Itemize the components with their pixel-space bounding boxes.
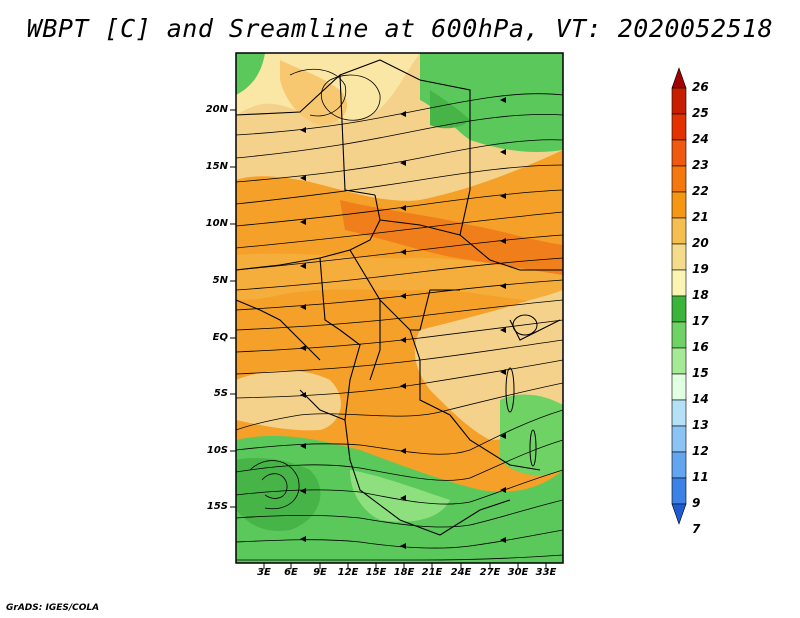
lon-label: 30E <box>507 567 529 578</box>
colorbar-label: 25 <box>692 106 709 120</box>
lakes <box>505 314 538 467</box>
lon-label: 24E <box>450 567 472 578</box>
lon-label: 27E <box>479 567 501 578</box>
lat-ticks <box>230 109 236 508</box>
lon-ticks <box>263 563 547 569</box>
colorbar-segment <box>671 425 687 453</box>
lon-label: 21E <box>421 567 443 578</box>
lat-label: 20N <box>205 104 228 115</box>
colorbar-segment <box>671 139 687 167</box>
colorbar-label: 18 <box>692 288 709 302</box>
lat-label: 10S <box>206 445 228 456</box>
colorbar-segment <box>671 269 687 297</box>
colorbar-label: 19 <box>692 262 709 276</box>
colorbar-segment <box>671 217 687 245</box>
colorbar-segment <box>671 165 687 193</box>
colorbar-label: 16 <box>692 340 709 354</box>
country-borders <box>236 59 563 536</box>
lon-label: 3E <box>257 567 271 578</box>
grads-credit: GrADS: IGES/COLA <box>6 603 100 613</box>
colorbar-segment <box>671 191 687 219</box>
colorbar-cap-bottom <box>671 503 687 525</box>
map-field <box>236 53 563 563</box>
lat-label: 5S <box>213 388 228 399</box>
colorbar-label: 20 <box>692 236 709 250</box>
colorbar-label: 13 <box>692 418 709 432</box>
lon-label: 15E <box>365 567 387 578</box>
colorbar-label: 11 <box>692 470 709 484</box>
colorbar-label: 21 <box>692 210 709 224</box>
colorbar-label: 14 <box>692 392 709 406</box>
colorbar-label: 26 <box>692 80 709 94</box>
colorbar-cap-top <box>671 67 687 89</box>
colorbar-segment <box>671 321 687 349</box>
lat-label: EQ <box>212 332 228 343</box>
colorbar-label: 24 <box>692 132 709 146</box>
streamline-arrows <box>300 97 506 549</box>
colorbar-segment <box>671 113 687 141</box>
colorbar-label: 7 <box>692 522 701 536</box>
lat-label: 10N <box>205 218 228 229</box>
colorbar-label: 12 <box>692 444 709 458</box>
colorbar-segment <box>671 295 687 323</box>
colorbar-label: 22 <box>692 184 709 198</box>
colorbar <box>671 67 687 525</box>
lon-label: 6E <box>284 567 298 578</box>
colorbar-segment <box>671 373 687 401</box>
colorbar-segment <box>671 243 687 271</box>
colorbar-segment <box>671 399 687 427</box>
colorbar-label: 23 <box>692 158 709 172</box>
colorbar-label: 17 <box>692 314 709 328</box>
colorbar-segment <box>671 87 687 115</box>
lon-label: 33E <box>535 567 557 578</box>
colorbar-label: 15 <box>692 366 709 380</box>
lat-label: 15S <box>206 501 228 512</box>
colorbar-segment <box>671 347 687 375</box>
lon-label: 12E <box>337 567 359 578</box>
colorbar-segment <box>671 451 687 479</box>
chart-title: WBPT [C] and Sreamline at 600hPa, VT: 20… <box>26 14 774 43</box>
lat-label: 15N <box>205 161 228 172</box>
lon-label: 18E <box>393 567 415 578</box>
colorbar-segment <box>671 477 687 505</box>
map-frame <box>235 52 564 564</box>
lat-label: 5N <box>212 275 228 286</box>
lon-label: 9E <box>313 567 327 578</box>
colorbar-label: 9 <box>692 496 701 510</box>
